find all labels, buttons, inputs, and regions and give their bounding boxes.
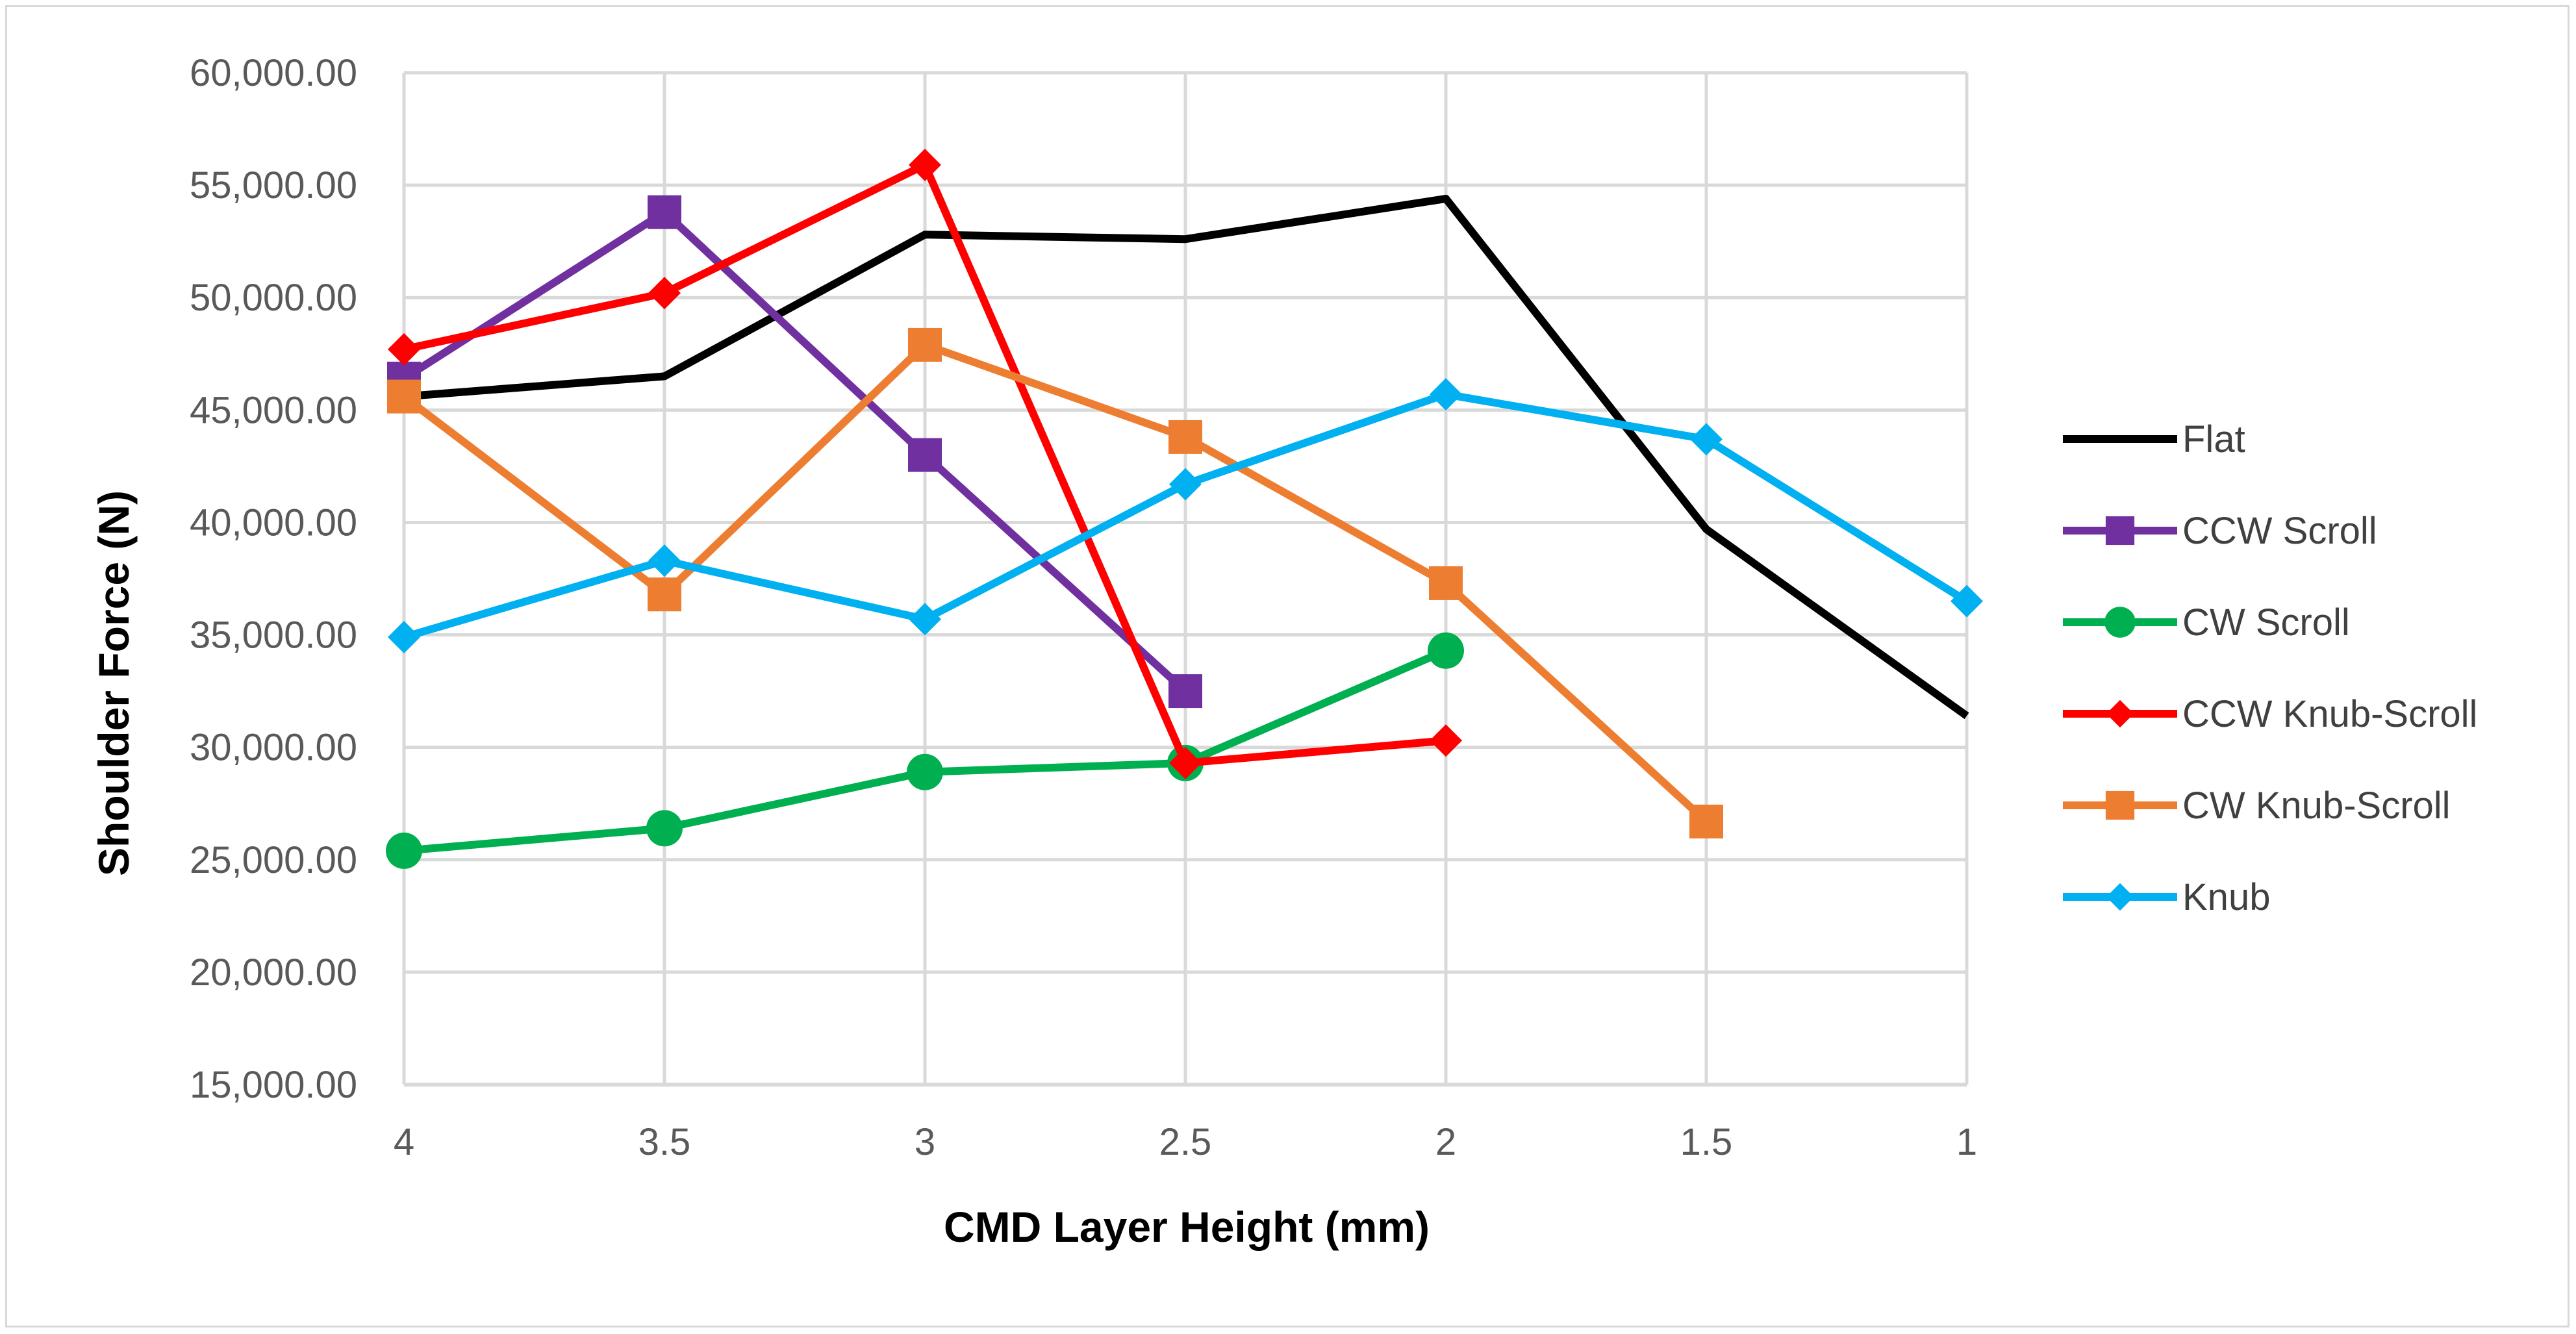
data-point-cw-knub-scroll [387,379,421,414]
legend-marker-knub [2106,883,2134,911]
y-tick-label: 35,000.00 [190,614,357,657]
series-cw-knub-scroll [387,327,1723,838]
legend-marker-ccw-knub-scroll [2106,699,2134,728]
data-point-cw-knub-scroll [648,577,681,612]
y-axis-tick-labels: 15,000.00 20,000.00 25,000.00 30,000.00 35,0… [190,52,357,1106]
data-point-knub [1951,585,1983,618]
y-tick-label: 30,000.00 [190,727,357,769]
x-tick-label: 1 [1956,1121,1977,1163]
x-tick-label: 2 [1435,1121,1456,1163]
legend: Flat CCW Scroll CW Scroll CCW Knub-Scroll CW… [2063,418,2477,918]
x-axis-title: CMD Layer Height (mm) [944,1203,1430,1251]
data-point-ccw-knub-scroll [1169,746,1202,779]
data-point-cw-scroll [1428,632,1464,669]
series-line-ccw-scroll [401,208,1189,694]
data-point-knub [1690,423,1723,456]
legend-item-cw-knub-scroll: CW Knub-Scroll [2063,785,2451,827]
data-point-cw-scroll [907,753,943,790]
y-tick-label: 50,000.00 [190,277,357,319]
legend-marker-cw-scroll [2104,607,2136,638]
legend-label-knub: Knub [2182,876,2270,918]
legend-item-flat: Flat [2063,418,2245,460]
y-tick-label: 55,000.00 [190,164,357,207]
data-point-knub [388,621,420,654]
data-point-ccw-scroll [1168,674,1202,709]
x-tick-label: 2.5 [1159,1121,1212,1163]
legend-label-ccw-scroll: CCW Scroll [2182,510,2377,552]
legend-item-ccw-knub-scroll: CCW Knub-Scroll [2063,693,2477,735]
data-point-ccw-knub-scroll [648,277,681,310]
data-point-ccw-scroll [648,195,681,229]
data-point-cw-knub-scroll [1689,804,1723,838]
series-lines [386,148,1983,869]
legend-label-ccw-knub-scroll: CCW Knub-Scroll [2182,693,2477,735]
legend-item-ccw-scroll: CCW Scroll [2063,510,2377,552]
y-tick-label: 45,000.00 [190,389,357,431]
y-tick-label: 25,000.00 [190,839,357,881]
series-line-cw-knub-scroll [401,340,1710,825]
data-point-cw-knub-scroll [908,327,942,362]
series-flat [403,194,1969,720]
data-point-cw-scroll [386,832,422,869]
y-tick-label: 60,000.00 [190,52,357,94]
data-point-knub [648,544,681,577]
data-point-knub [909,603,941,636]
y-axis-title: Shoulder Force (N) [90,490,138,876]
legend-label-flat: Flat [2182,418,2245,460]
legend-item-knub: Knub [2063,876,2270,918]
series-ccw-knub-scroll [388,148,1462,779]
x-tick-label: 3.5 [638,1121,691,1163]
series-knub [388,378,1983,654]
legend-item-cw-scroll: CW Scroll [2063,601,2350,644]
y-tick-label: 20,000.00 [190,951,357,994]
y-tick-label: 40,000.00 [190,501,357,544]
series-cw-scroll [386,632,1464,869]
data-point-cw-knub-scroll [1429,566,1463,600]
data-point-ccw-knub-scroll [388,333,420,366]
legend-marker-cw-knub-scroll [2105,790,2135,820]
y-tick-label: 15,000.00 [190,1064,357,1106]
legend-label-cw-knub-scroll: CW Knub-Scroll [2182,785,2451,827]
data-point-knub [1430,378,1462,411]
x-axis-tick-labels: 4 3.5 3 2.5 2 1.5 1 [394,1121,1977,1163]
x-tick-label: 1.5 [1680,1121,1733,1163]
data-point-ccw-scroll [908,438,942,472]
series-line-flat [403,194,1969,720]
data-point-knub [1169,468,1202,501]
data-point-cw-knub-scroll [1168,420,1202,454]
x-tick-label: 3 [915,1121,935,1163]
x-tick-label: 4 [394,1121,414,1163]
data-point-ccw-knub-scroll [1430,724,1462,757]
legend-label-cw-scroll: CW Scroll [2182,601,2350,644]
series-ccw-scroll [387,195,1202,709]
data-point-ccw-knub-scroll [909,148,941,181]
data-point-cw-scroll [646,810,683,847]
legend-marker-ccw-scroll [2105,516,2135,546]
